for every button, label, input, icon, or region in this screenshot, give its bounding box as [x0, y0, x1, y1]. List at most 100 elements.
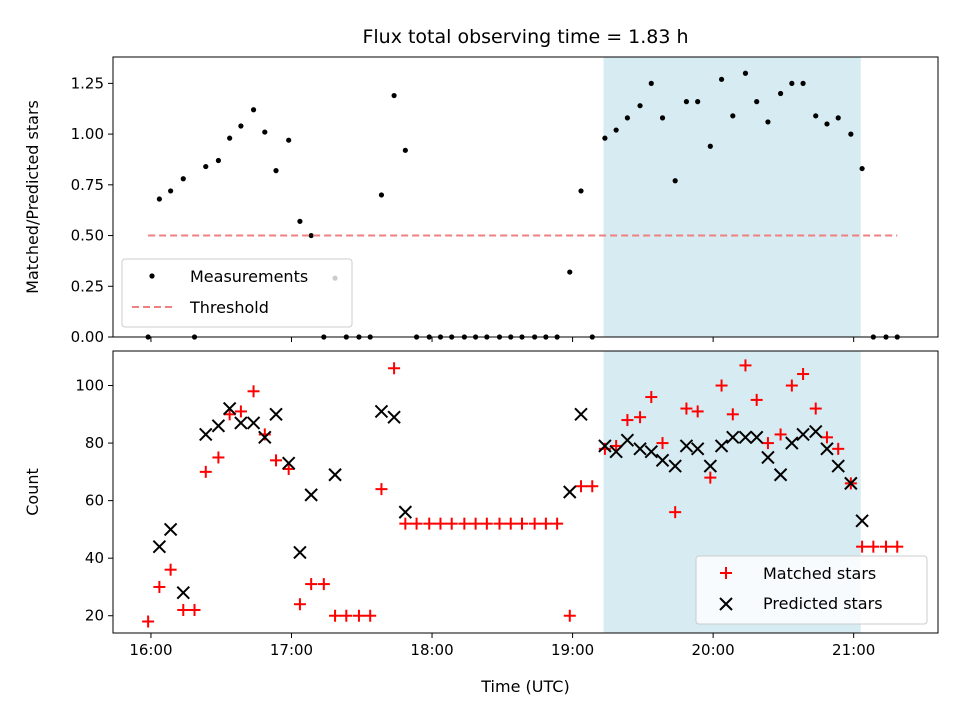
matched-star-point	[774, 428, 787, 441]
measurement-point	[777, 90, 784, 97]
x-tick-label: 17:00	[270, 641, 313, 659]
measurement-point	[378, 192, 385, 198]
measurement-point	[567, 269, 573, 275]
matched-star-point	[563, 609, 576, 622]
matched-star-point	[832, 442, 845, 455]
predicted-star-point	[738, 430, 753, 445]
predicted-star-point	[796, 427, 810, 442]
matched-star-point	[493, 517, 506, 530]
predicted-star-point	[387, 410, 401, 424]
measurement-point	[718, 76, 725, 82]
legend-label-threshold: Threshold	[189, 298, 269, 317]
matched-star-point	[515, 517, 528, 530]
matched-star-point	[375, 483, 388, 496]
measurement-point	[273, 168, 279, 174]
predicted-star-point	[749, 430, 764, 445]
matched-star-point	[761, 437, 774, 450]
y-tick-label: 1.00	[71, 125, 104, 143]
predicted-star-point	[761, 450, 775, 465]
predicted-star-point	[176, 586, 190, 600]
matched-star-point	[621, 414, 634, 427]
measurement-point	[637, 103, 643, 109]
bottom-legend: Matched stars Predicted stars	[695, 555, 928, 625]
measurement-point	[859, 165, 865, 172]
measurement-point	[227, 135, 233, 141]
matched-star-point	[539, 517, 552, 530]
predicted-star-point	[234, 416, 248, 430]
measurement-point	[707, 143, 713, 149]
predicted-star-point	[598, 439, 612, 453]
predicted-star-point	[574, 407, 588, 422]
measurement-point	[730, 113, 736, 119]
measurement-point	[848, 131, 854, 137]
matched-star-point	[480, 517, 493, 530]
predicted-star-point	[820, 442, 834, 456]
matched-star-point	[820, 431, 833, 444]
matched-star-point	[797, 368, 810, 381]
measurement-point	[578, 188, 584, 194]
matched-star-point	[575, 480, 588, 493]
top-highlight-span	[603, 57, 861, 337]
predicted-star-point	[211, 419, 226, 433]
y-tick-label: 80	[85, 434, 104, 452]
predicted-star-point	[222, 401, 237, 416]
measurement-point	[835, 115, 841, 121]
matched-star-point	[177, 603, 190, 616]
matched-star-point	[293, 598, 306, 611]
predicted-star-point	[726, 430, 740, 445]
y-tick-label: 0.50	[71, 227, 104, 245]
predicted-star-point	[773, 468, 788, 482]
matched-star-point	[528, 517, 541, 530]
matched-star-point	[305, 578, 318, 591]
predicted-star-point	[374, 404, 389, 419]
predicted-star-point	[563, 485, 577, 499]
matched-star-point	[469, 517, 482, 530]
top-panel: 0.00 0.25 0.50 0.75 1.00 1.25 Flux total obse…	[23, 26, 939, 346]
measurement-point	[624, 115, 630, 121]
bottom-y-ticks: 20 40 60 80 100	[75, 377, 113, 625]
matched-star-point	[188, 603, 201, 616]
measurement-point	[602, 135, 608, 141]
y-tick-label: 0.75	[71, 176, 104, 194]
matched-star-point	[750, 393, 763, 406]
y-tick-label: 40	[85, 549, 104, 567]
matched-star-point	[586, 480, 599, 493]
predicted-star-point	[703, 459, 718, 473]
x-tick-label: 18:00	[410, 641, 453, 659]
matched-star-point	[282, 462, 295, 475]
measurement-point	[765, 119, 771, 125]
legend-label-matched-stars: Matched stars	[763, 564, 876, 583]
predicted-star-point	[714, 439, 729, 453]
matched-star-point	[247, 385, 260, 398]
y-tick-label: 1.25	[71, 74, 104, 92]
matched-star-point	[504, 517, 517, 530]
measurement-point	[297, 218, 303, 224]
measurement-point	[286, 137, 292, 143]
matched-star-point	[785, 379, 798, 392]
measurement-point	[683, 99, 690, 105]
bottom-x-ticks: 16:00 17:00 18:00 19:00 20:00 21:00	[129, 633, 875, 659]
y-tick-label: 60	[85, 492, 104, 510]
matched-star-point	[410, 517, 423, 530]
matched-star-point	[669, 506, 682, 519]
measurement-point	[262, 129, 268, 135]
bottom-y-axis-label: Count	[23, 468, 42, 516]
top-series-layer	[145, 70, 900, 340]
matched-star-point	[704, 471, 717, 484]
matched-star-point	[340, 609, 353, 622]
predicted-star-point	[690, 442, 705, 456]
measurement-point	[672, 178, 678, 184]
matched-star-point	[726, 408, 739, 421]
measurement-point	[742, 70, 749, 76]
predicted-star-point	[398, 505, 413, 519]
chart-title: Flux total observing time = 1.83 h	[362, 26, 688, 48]
matched-star-point	[691, 405, 704, 418]
matched-star-point	[212, 451, 225, 464]
predicted-star-point	[679, 439, 694, 453]
matched-star-point	[551, 517, 564, 530]
matched-star-point	[223, 408, 236, 421]
top-axes-frame	[112, 56, 939, 338]
matched-star-point	[364, 609, 377, 622]
predicted-star-point	[668, 459, 682, 473]
measurement-point	[180, 176, 186, 182]
